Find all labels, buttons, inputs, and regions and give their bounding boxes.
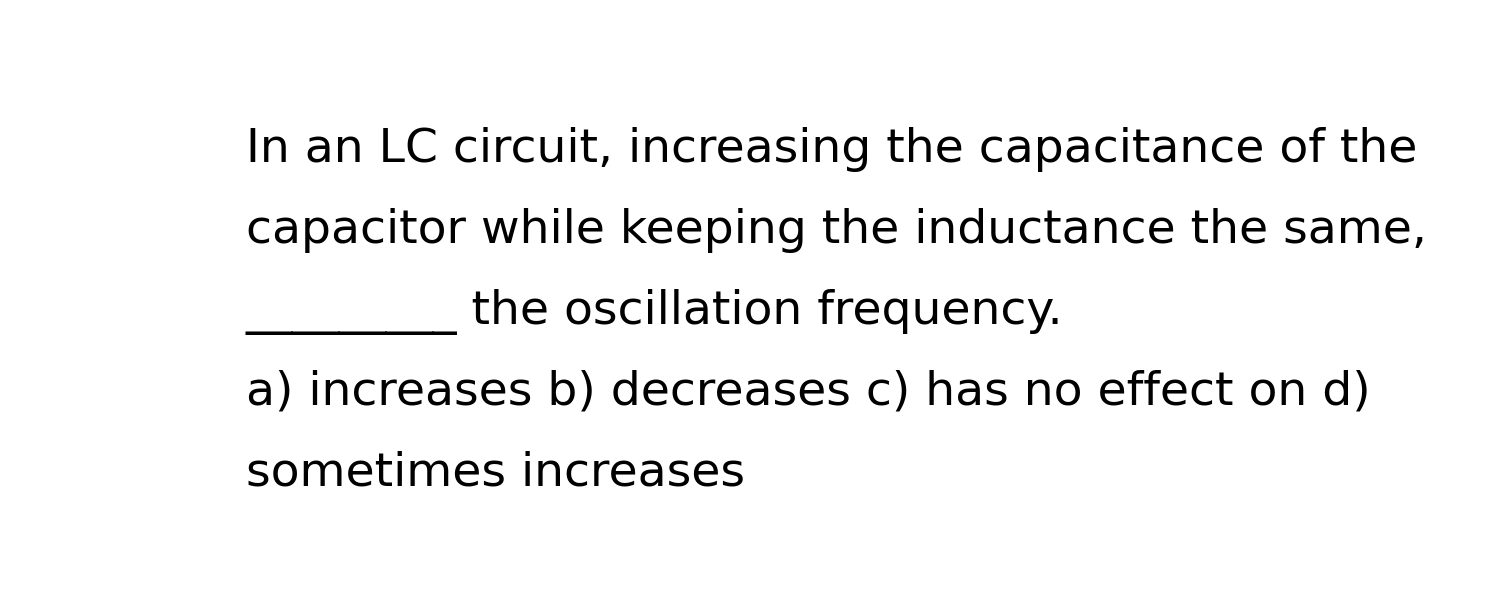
Text: _________ the oscillation frequency.: _________ the oscillation frequency. <box>246 289 1064 335</box>
Text: sometimes increases: sometimes increases <box>246 451 744 496</box>
Text: capacitor while keeping the inductance the same,: capacitor while keeping the inductance t… <box>246 208 1426 253</box>
Text: a) increases b) decreases c) has no effect on d): a) increases b) decreases c) has no effe… <box>246 370 1371 415</box>
Text: In an LC circuit, increasing the capacitance of the: In an LC circuit, increasing the capacit… <box>246 127 1417 172</box>
